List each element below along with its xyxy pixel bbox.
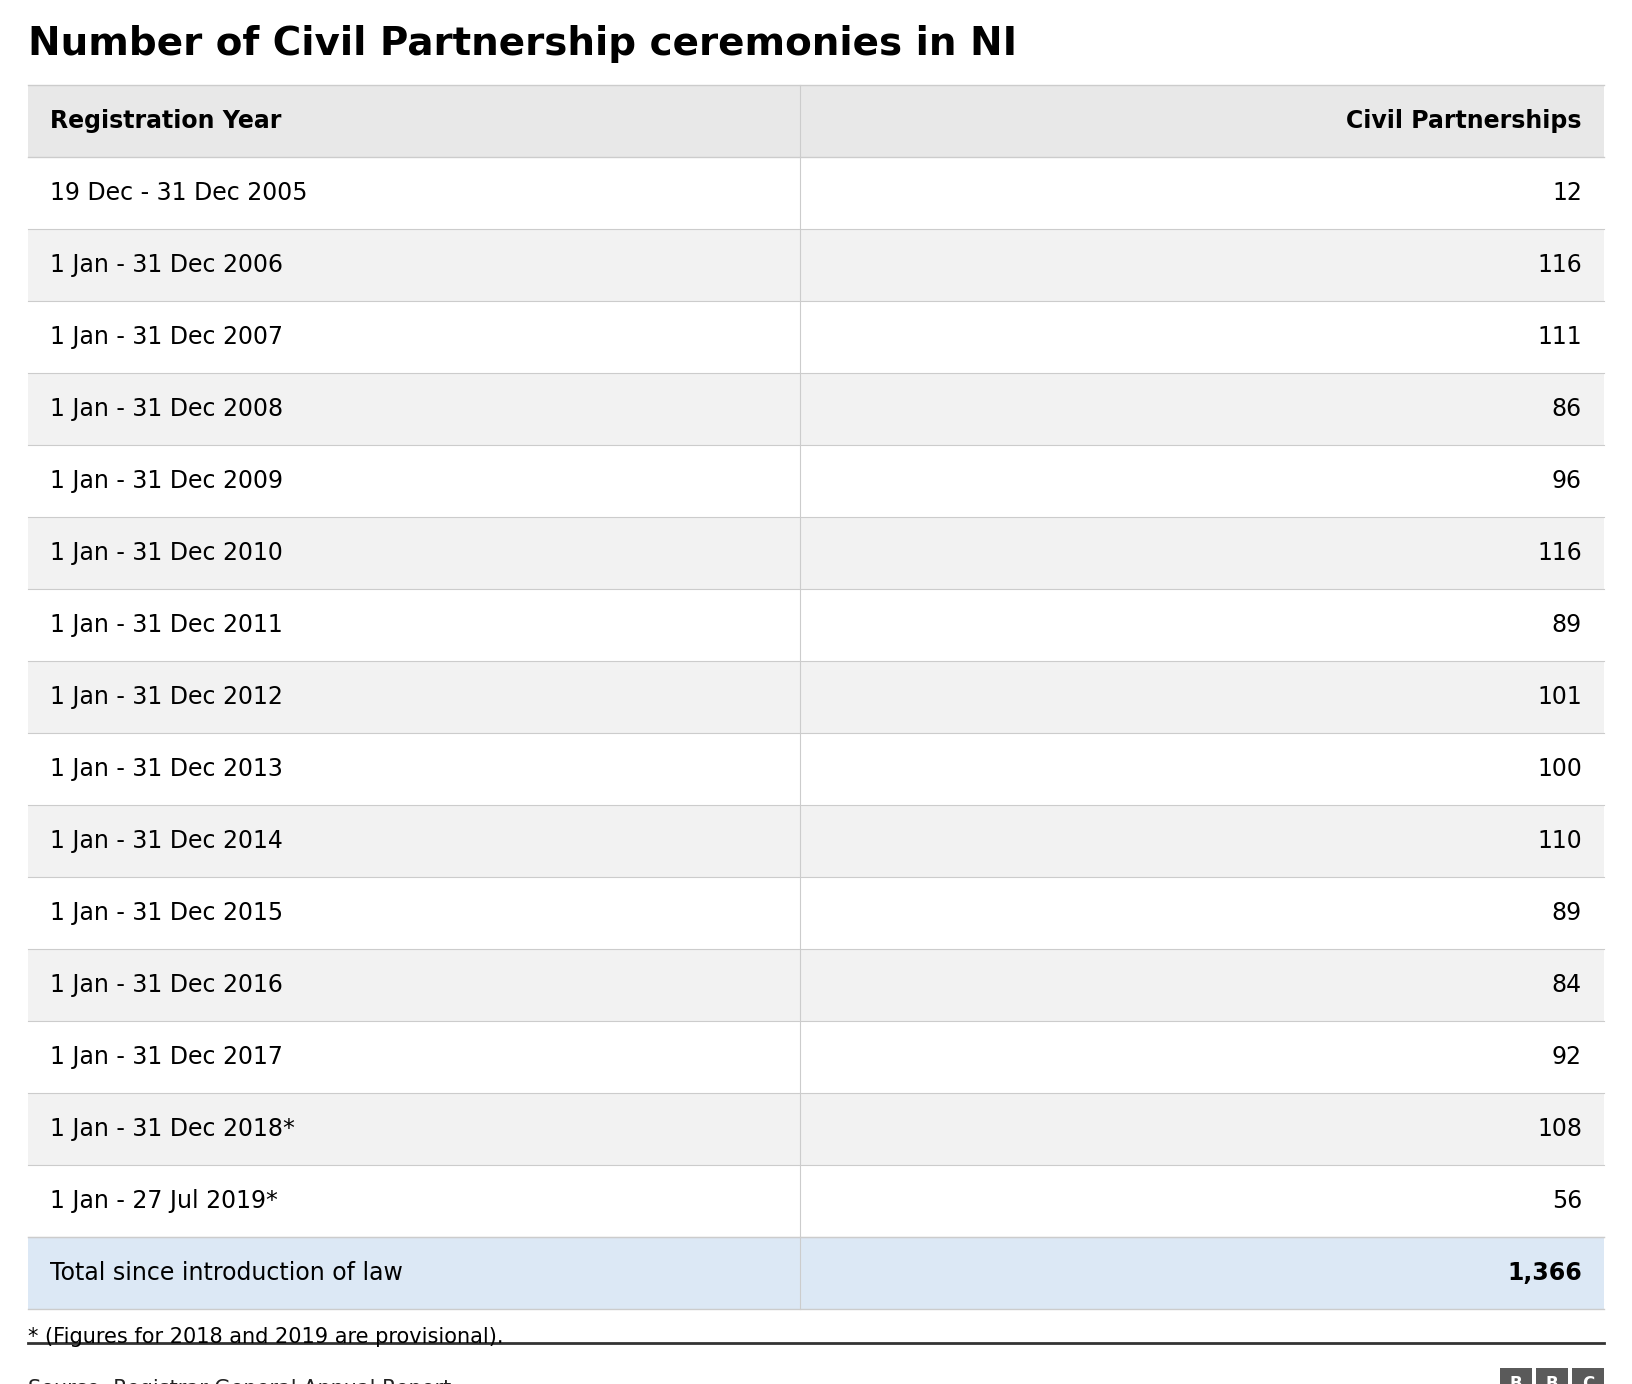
Text: 1 Jan - 27 Jul 2019*: 1 Jan - 27 Jul 2019* xyxy=(51,1189,277,1212)
Text: 108: 108 xyxy=(1537,1117,1581,1140)
Text: Source: Registrar General Annual Report: Source: Registrar General Annual Report xyxy=(28,1378,452,1384)
Text: C: C xyxy=(1581,1374,1594,1384)
Bar xyxy=(28,300,1604,374)
Text: 116: 116 xyxy=(1537,253,1581,277)
Text: 100: 100 xyxy=(1537,757,1581,781)
Bar xyxy=(28,228,1604,300)
Text: 116: 116 xyxy=(1537,541,1581,565)
Text: Registration Year: Registration Year xyxy=(51,109,281,133)
Text: 89: 89 xyxy=(1552,901,1581,925)
Text: 56: 56 xyxy=(1552,1189,1581,1212)
Text: 89: 89 xyxy=(1552,613,1581,637)
Bar xyxy=(28,590,1604,662)
Text: 1 Jan - 31 Dec 2012: 1 Jan - 31 Dec 2012 xyxy=(51,685,282,709)
Bar xyxy=(28,1021,1604,1093)
Bar xyxy=(1500,1367,1532,1384)
Text: 92: 92 xyxy=(1552,1045,1581,1068)
Text: 1 Jan - 31 Dec 2016: 1 Jan - 31 Dec 2016 xyxy=(51,973,282,996)
Text: B: B xyxy=(1546,1374,1559,1384)
Text: B: B xyxy=(1510,1374,1523,1384)
Bar xyxy=(28,518,1604,590)
Text: 1 Jan - 31 Dec 2009: 1 Jan - 31 Dec 2009 xyxy=(51,469,282,493)
Text: 86: 86 xyxy=(1552,397,1581,421)
Text: 1 Jan - 31 Dec 2007: 1 Jan - 31 Dec 2007 xyxy=(51,325,282,349)
Bar xyxy=(28,1237,1604,1309)
Bar xyxy=(28,877,1604,949)
Text: 84: 84 xyxy=(1552,973,1581,996)
Text: 1 Jan - 31 Dec 2017: 1 Jan - 31 Dec 2017 xyxy=(51,1045,282,1068)
Bar xyxy=(28,1165,1604,1237)
Text: * (Figures for 2018 and 2019 are provisional).: * (Figures for 2018 and 2019 are provisi… xyxy=(28,1327,504,1347)
Text: 110: 110 xyxy=(1537,829,1581,853)
Text: 1 Jan - 31 Dec 2014: 1 Jan - 31 Dec 2014 xyxy=(51,829,282,853)
Text: Total since introduction of law: Total since introduction of law xyxy=(51,1261,403,1284)
Bar xyxy=(28,734,1604,805)
Bar xyxy=(28,1093,1604,1165)
Text: 1 Jan - 31 Dec 2011: 1 Jan - 31 Dec 2011 xyxy=(51,613,282,637)
Text: 96: 96 xyxy=(1552,469,1581,493)
Bar xyxy=(1536,1367,1568,1384)
Text: 101: 101 xyxy=(1537,685,1581,709)
Text: 1 Jan - 31 Dec 2015: 1 Jan - 31 Dec 2015 xyxy=(51,901,282,925)
Text: 1 Jan - 31 Dec 2018*: 1 Jan - 31 Dec 2018* xyxy=(51,1117,295,1140)
Bar xyxy=(28,662,1604,734)
Bar xyxy=(28,156,1604,228)
Text: 1 Jan - 31 Dec 2010: 1 Jan - 31 Dec 2010 xyxy=(51,541,282,565)
Text: 1 Jan - 31 Dec 2006: 1 Jan - 31 Dec 2006 xyxy=(51,253,282,277)
Text: Number of Civil Partnership ceremonies in NI: Number of Civil Partnership ceremonies i… xyxy=(28,25,1017,64)
Text: 111: 111 xyxy=(1537,325,1581,349)
Text: 1,366: 1,366 xyxy=(1508,1261,1581,1284)
Bar xyxy=(28,949,1604,1021)
Bar xyxy=(28,84,1604,156)
Text: Civil Partnerships: Civil Partnerships xyxy=(1346,109,1581,133)
Bar xyxy=(28,446,1604,518)
Text: 1 Jan - 31 Dec 2008: 1 Jan - 31 Dec 2008 xyxy=(51,397,282,421)
Text: 19 Dec - 31 Dec 2005: 19 Dec - 31 Dec 2005 xyxy=(51,181,307,205)
Text: 12: 12 xyxy=(1552,181,1581,205)
Bar xyxy=(1572,1367,1604,1384)
Text: 1 Jan - 31 Dec 2013: 1 Jan - 31 Dec 2013 xyxy=(51,757,282,781)
Bar xyxy=(28,374,1604,446)
Bar xyxy=(28,805,1604,877)
